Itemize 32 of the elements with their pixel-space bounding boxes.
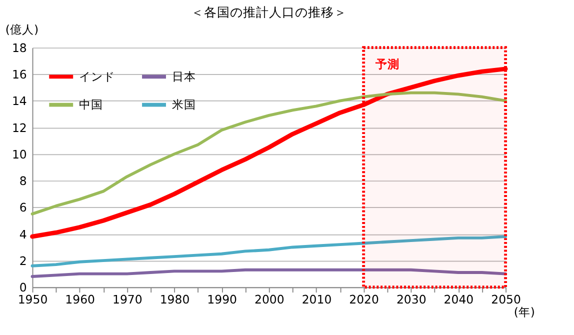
y-tick-label: 4 [19,227,27,242]
legend-label: 日本 [172,70,196,84]
x-tick-label: 2040 [444,292,474,306]
y-tick-label: 6 [19,200,27,215]
x-tick-label: 2000 [254,292,284,306]
legend-label: 米国 [172,98,196,112]
y-tick-label: 10 [12,147,27,162]
x-tick-label: 1990 [207,292,237,306]
chart-title: ＜各国の推計人口の推移＞ [190,4,347,20]
y-tick-label: 16 [12,68,27,82]
legend-label: インド [79,70,116,84]
x-tick-label: 1950 [18,292,48,306]
x-tick-label: 2030 [396,292,426,306]
x-tick-label: 2020 [349,292,379,306]
x-tick-label: 1970 [112,292,142,306]
x-tick-label: 1980 [160,292,190,306]
line-series [30,91,508,216]
y-tick-label: 18 [12,40,27,55]
x-tick-label: 1960 [65,292,95,306]
band-label: 予測 [374,57,400,72]
line-series [30,235,508,268]
y-axis-title: (億人) [5,22,39,36]
x-tick-label: 2010 [302,292,332,306]
y-tick-label: 2 [19,254,27,268]
line-series [30,268,508,278]
y-tick-label: 12 [12,120,27,135]
y-tick-label: 14 [12,94,27,108]
y-tick-label: 8 [19,174,27,188]
x-tick-label: 2050 [491,292,521,306]
y-tick-label: 0 [19,280,27,295]
x-axis-title: (年) [514,305,536,319]
legend-label: 中国 [79,98,104,112]
